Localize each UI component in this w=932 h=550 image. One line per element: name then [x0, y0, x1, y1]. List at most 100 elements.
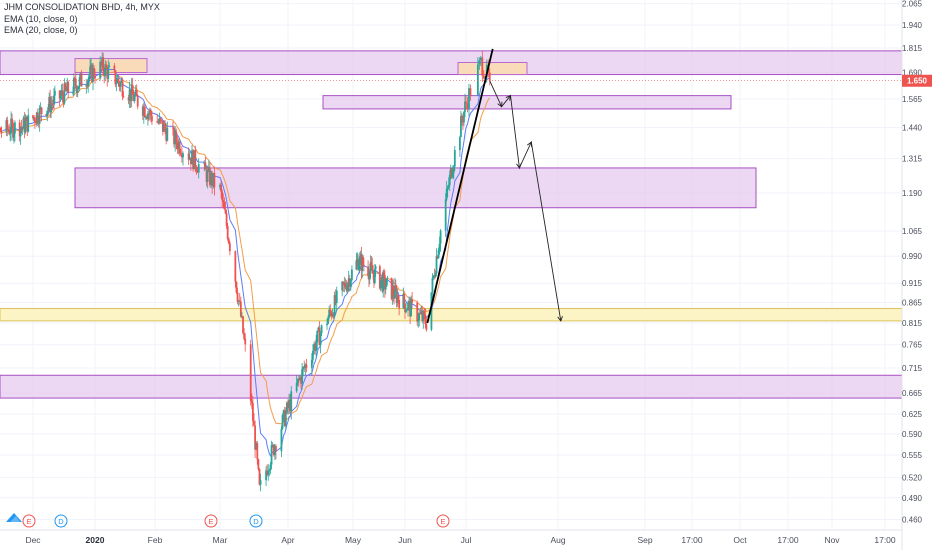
price-tick-label: 0.490: [902, 494, 923, 503]
event-marker-e[interactable]: E: [204, 514, 218, 528]
candle-body: [305, 364, 308, 368]
event-marker-e[interactable]: E: [22, 514, 36, 528]
candle-body: [301, 369, 303, 384]
event-marker-d[interactable]: D: [54, 514, 68, 528]
candle-body: [8, 129, 11, 135]
zone-zone-1.22: [74, 167, 757, 209]
candle-body: [122, 96, 125, 98]
candle-body: [392, 285, 395, 296]
candle-body: [320, 325, 323, 334]
candle-body: [179, 153, 182, 155]
candle-body: [146, 113, 149, 119]
candle-body: [178, 141, 181, 154]
candle-body: [145, 117, 148, 119]
price-axis[interactable]: 2.065 1.940 1.815 1.690 1.565 1.440 1.315 1.190…: [901, 0, 932, 550]
candle-body: [286, 402, 288, 413]
price-tick-label: 0.590: [902, 430, 923, 439]
price-tick-label: 1.190: [902, 189, 923, 198]
candle-body: [105, 64, 108, 68]
time-tick-label: 17:00: [874, 535, 896, 545]
candle-body: [317, 327, 320, 331]
time-axis[interactable]: Dec 2020 Feb Mar Apr May Jun Jul Aug Sep 17:00 Oct 1…: [0, 529, 902, 545]
projection-arrowhead: [527, 141, 533, 148]
candle-body: [266, 470, 269, 476]
candle-body: [268, 470, 271, 472]
price-tick-label: 0.715: [902, 364, 923, 373]
candle-body: [117, 78, 120, 83]
candle-body: [92, 67, 94, 82]
candle-body: [23, 117, 26, 133]
candle-body: [58, 90, 61, 99]
candle-body: [144, 117, 147, 118]
candle-body: [300, 377, 302, 384]
price-tick-label: 0.865: [902, 299, 923, 308]
ema20-legend[interactable]: EMA (20, close, 0): [4, 25, 78, 35]
candle-body: [342, 281, 345, 285]
time-tick-label: 17:00: [777, 535, 799, 545]
candle-body: [299, 377, 301, 380]
time-tick-label: Mar: [213, 535, 228, 545]
candle-body: [51, 103, 53, 105]
event-marker-d[interactable]: D: [249, 514, 263, 528]
candle-body: [313, 344, 315, 351]
candle-body: [362, 256, 364, 266]
projection-arrowhead: [557, 316, 563, 322]
candle-body: [351, 269, 353, 280]
candle-body: [255, 443, 258, 450]
price-tick-label: 0.460: [902, 515, 923, 524]
price-tick-label: 1.565: [902, 95, 923, 104]
candle-body: [287, 402, 289, 409]
candle-body: [469, 88, 472, 96]
candle-body: [419, 313, 422, 315]
candle-body: [102, 57, 105, 71]
candle-body: [118, 82, 121, 87]
candle-body: [172, 127, 174, 129]
time-tick-label: May: [345, 535, 362, 545]
candle-body: [424, 314, 427, 324]
candle-body: [452, 166, 455, 173]
candle-body: [357, 265, 360, 270]
candle-body: [333, 295, 336, 317]
time-tick-label: Oct: [733, 535, 747, 545]
candle-body: [253, 420, 255, 426]
price-tick-label: 0.520: [902, 473, 923, 482]
candle-body: [254, 425, 256, 450]
candle-body: [408, 300, 410, 303]
event-label: D: [253, 517, 259, 526]
candle-body: [224, 209, 227, 214]
candle-body: [326, 323, 328, 326]
candle-body: [459, 137, 461, 151]
candle-body: [48, 96, 51, 108]
candle-body: [127, 97, 130, 101]
candle-body: [180, 154, 183, 158]
ema10-legend[interactable]: EMA (10, close, 0): [4, 13, 78, 24]
candle-body: [134, 89, 137, 96]
candle-body: [40, 107, 43, 115]
time-tick-label: Dec: [25, 535, 41, 545]
candle-body: [130, 84, 133, 101]
candle-body: [241, 316, 243, 318]
candle-body: [204, 162, 207, 170]
candle-body: [150, 110, 152, 116]
candle-body: [0, 131, 3, 133]
candle-body: [121, 81, 124, 97]
candle-body: [447, 185, 450, 187]
candle-body: [47, 107, 50, 111]
candle-body: [159, 118, 162, 121]
candle-body: [148, 113, 150, 115]
event-label: E: [26, 517, 31, 526]
candle-body: [174, 131, 177, 145]
candle-body: [18, 122, 21, 137]
candle-body: [432, 275, 435, 278]
symbol-title[interactable]: JHM CONSOLIDATION BHD, 4h, MYX: [4, 2, 160, 12]
candle-body: [244, 338, 247, 345]
candle-body: [133, 95, 136, 101]
candle-body: [86, 85, 89, 87]
candle-body: [468, 88, 470, 109]
candle-body: [383, 272, 385, 276]
price-tick-label: 0.625: [902, 410, 923, 419]
event-marker-e[interactable]: E: [436, 514, 450, 528]
